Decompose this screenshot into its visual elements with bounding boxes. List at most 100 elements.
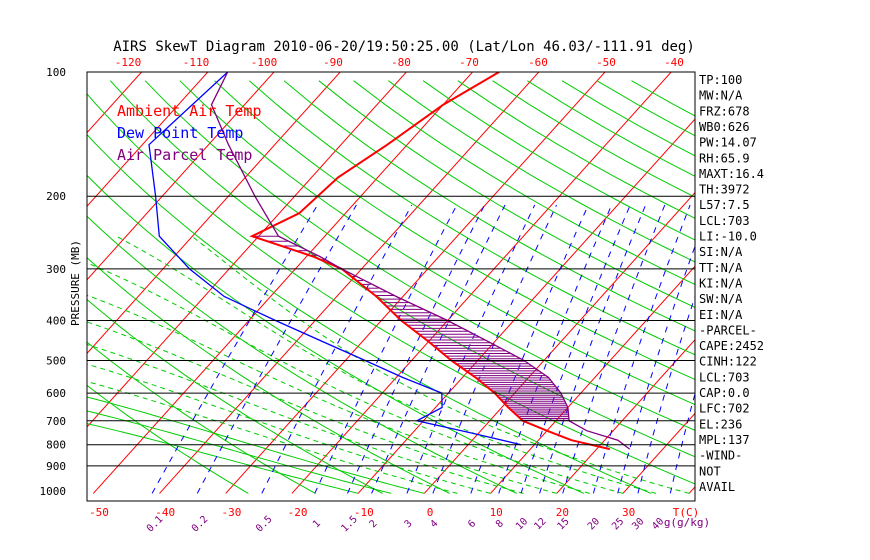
mixing-ratio-line (539, 204, 647, 494)
pressure-tick-label: 600 (46, 387, 66, 400)
moist-adiabat-lines (87, 235, 690, 494)
mixing-ratio-line (637, 294, 695, 494)
pressure-tick-label: 900 (46, 460, 66, 473)
dry-adiabat-line (109, 80, 695, 458)
mixing-ratio-unit: g(g/kg) (664, 516, 710, 529)
plot-frame (86, 71, 696, 502)
moist-adiabat-line (191, 235, 690, 494)
top-temperature-tick-labels: -120 -110 -100 -90 -80 -70 -60 -50 -40 (115, 56, 684, 69)
dry-adiabat-line (87, 133, 652, 494)
top-temp-tick-label: -70 (459, 56, 479, 69)
mixing-ratio-line (592, 204, 691, 494)
x-axis-label: T(C) (673, 506, 700, 519)
stat-item: LI:-10.0 (699, 230, 757, 244)
mixing-ratio-tick-label: 4 (428, 518, 440, 530)
mixing-ratio-tick-label: 1 (311, 518, 323, 530)
stat-item: EL:236 (699, 417, 742, 431)
moist-adiabat-line (115, 235, 657, 494)
moist-adiabat-line (87, 381, 458, 494)
moist-adiabat-line (87, 321, 557, 494)
stat-item: MW:N/A (699, 89, 743, 103)
moist-adiabat-line (87, 262, 624, 494)
stat-item: SI:N/A (699, 245, 743, 259)
top-temp-tick-label: -120 (115, 56, 142, 69)
pressure-tick-label: 200 (46, 190, 66, 203)
isotherm-line (92, 72, 474, 494)
stat-item: LCL:703 (699, 370, 750, 384)
dry-adiabat-line (283, 80, 695, 332)
isotherm-line (225, 72, 606, 494)
moist-adiabat-line (87, 363, 491, 494)
stat-item: -PARCEL- (699, 323, 757, 337)
dry-adiabat-lines (87, 80, 695, 494)
stat-item: CINH:122 (699, 355, 757, 369)
mixing-ratio-line (669, 391, 695, 494)
stat-item: LFC:702 (699, 402, 750, 416)
dry-adiabat-line (87, 93, 695, 485)
moist-adiabat-line (87, 344, 524, 494)
top-temp-tick-label: -110 (183, 56, 210, 69)
isotherm-line (0, 63, 17, 494)
mixing-ratio-tick-label: 10 (514, 516, 530, 532)
bottom-temp-tick-label: -10 (354, 506, 374, 519)
dry-adiabat-line (87, 341, 316, 494)
mixing-ratio-tick-label: 0.2 (190, 514, 211, 535)
dry-adiabat-line (87, 215, 518, 494)
chart-title: AIRS SkewT Diagram 2010-06-20/19:50:25.0… (113, 39, 695, 55)
air-parcel-temp-line (210, 72, 631, 450)
bottom-temp-tick-label: -20 (288, 506, 308, 519)
dry-adiabat-line (422, 80, 695, 241)
legend-ambient: Ambient Air Temp (117, 102, 262, 120)
mixing-ratio-line (562, 204, 666, 494)
stat-item: TT:N/A (699, 261, 743, 275)
isotherm-line (291, 72, 672, 494)
mixing-ratio-tick-label: 20 (586, 516, 602, 532)
mixing-ratio-tick-label: 3 (403, 518, 415, 530)
stat-item: CAP:0.0 (699, 386, 750, 400)
bottom-temp-tick-label: 10 (490, 506, 503, 519)
dry-adiabat-line (87, 384, 249, 494)
isotherm-line (87, 72, 275, 281)
stat-item: EI:N/A (699, 308, 743, 322)
mixing-ratio-line (261, 204, 413, 494)
isotherm-line (357, 118, 695, 494)
mixing-ratio-line (151, 204, 318, 494)
moist-adiabat-line (87, 294, 590, 494)
dew-point-temp-line (148, 72, 522, 446)
top-temp-tick-label: -50 (596, 56, 616, 69)
pressure-tick-label: 300 (46, 263, 66, 276)
mixing-ratio-tick-label: 0.5 (254, 514, 275, 535)
dry-adiabat-line (87, 174, 585, 494)
stat-item: NOT (699, 464, 721, 478)
mixing-ratio-line (498, 204, 613, 494)
bottom-temp-tick-label: -40 (155, 506, 175, 519)
mixing-ratio-line (617, 244, 695, 494)
mixing-ratio-tick-label: 8 (494, 518, 506, 530)
stat-item: L57:7.5 (699, 198, 750, 212)
pressure-tick-label: 400 (46, 314, 66, 327)
mixing-ratio-tick-label: 6 (466, 518, 478, 530)
stat-item: TH:3972 (699, 183, 750, 197)
pressure-tick-labels: 100 200 300 400 500 600 700 800 900 1000 (40, 66, 67, 498)
isobar-lines (87, 195, 695, 467)
bottom-temp-tick-label: 30 (622, 506, 635, 519)
stat-item: CAPE:2452 (699, 339, 764, 353)
pressure-tick-label: 1000 (40, 485, 67, 498)
dry-adiabat-line (214, 80, 695, 381)
dry-adiabat-line (388, 80, 695, 263)
isotherm-line (755, 63, 870, 494)
isotherm-line (821, 63, 870, 494)
stat-item: KI:N/A (699, 276, 743, 290)
top-temp-tick-label: -40 (664, 56, 684, 69)
dry-adiabat-line (318, 80, 695, 308)
legend: Ambient Air Temp Dew Point Temp Air Parc… (117, 102, 262, 164)
y-axis-label: PRESSURE (MB) (69, 240, 82, 326)
bottom-temperature-tick-labels: -50 -40 -30 -20 -10 0 10 20 30 (89, 506, 635, 519)
mixing-ratio-line (196, 204, 357, 494)
bottom-temp-tick-label: 20 (556, 506, 569, 519)
top-temp-tick-label: -90 (323, 56, 343, 69)
bottom-temp-tick-label: -50 (89, 506, 109, 519)
stat-item: AVAIL (699, 480, 735, 494)
